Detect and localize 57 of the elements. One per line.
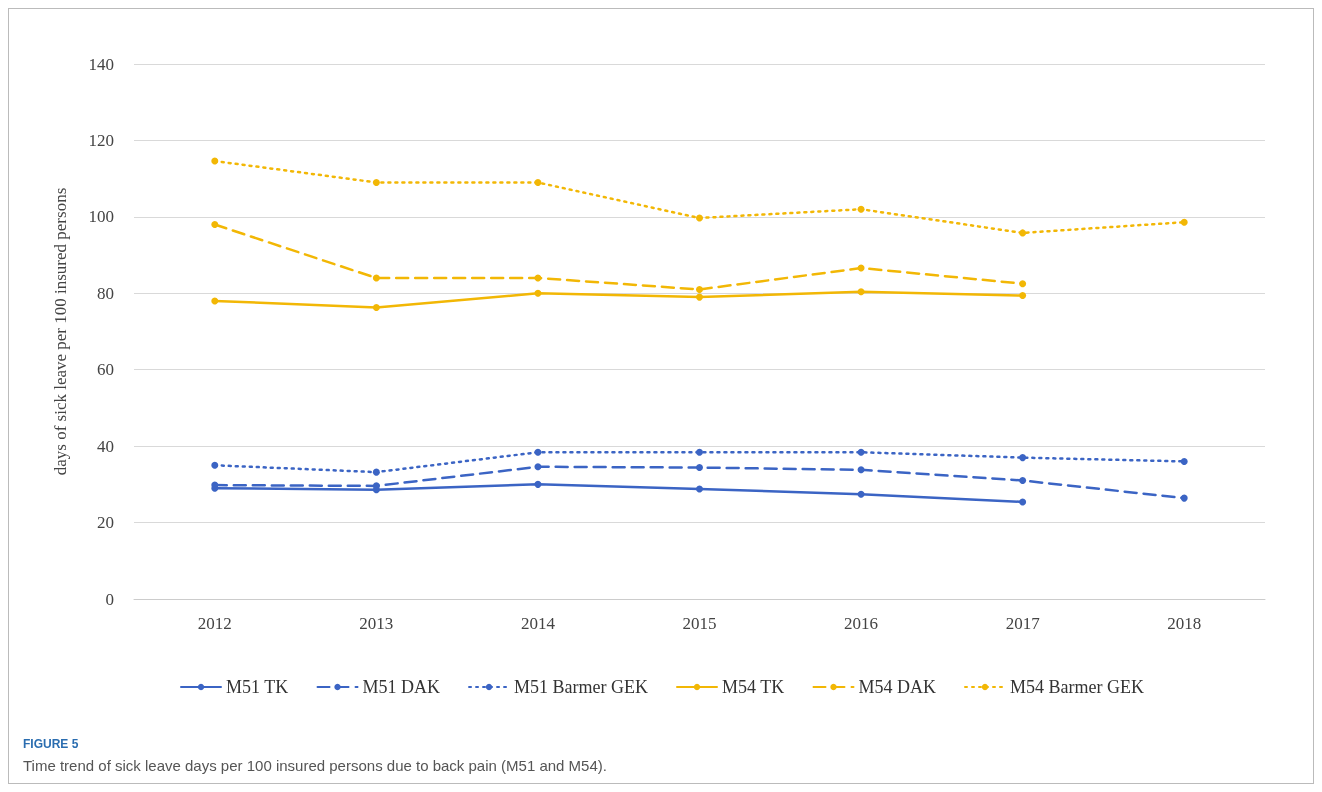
y-tick-label: 0 bbox=[105, 589, 114, 609]
point bbox=[534, 289, 542, 297]
point bbox=[372, 178, 380, 186]
point bbox=[534, 463, 542, 471]
point bbox=[857, 466, 865, 474]
x-tick-label: 2017 bbox=[1005, 614, 1041, 633]
point bbox=[534, 178, 542, 186]
legend-label: M54 DAK bbox=[858, 677, 937, 697]
point bbox=[1019, 454, 1027, 462]
x-tick-label: 2015 bbox=[682, 614, 717, 633]
point bbox=[857, 205, 865, 213]
y-tick-label: 60 bbox=[97, 360, 114, 380]
legend-label: M51 DAK bbox=[362, 677, 441, 697]
point bbox=[211, 221, 219, 228]
point bbox=[211, 461, 219, 469]
x-tick-label: 2012 bbox=[197, 614, 232, 633]
x-tick-label: 2014 bbox=[520, 614, 556, 633]
point bbox=[696, 293, 703, 301]
point bbox=[857, 448, 865, 456]
point bbox=[696, 285, 703, 293]
point bbox=[857, 288, 865, 296]
point bbox=[696, 464, 703, 472]
point bbox=[372, 303, 380, 311]
point bbox=[1019, 477, 1027, 485]
point bbox=[1019, 280, 1027, 288]
legend-label: M51 Barmer GEK bbox=[514, 677, 649, 697]
point bbox=[1180, 494, 1188, 502]
point bbox=[696, 485, 703, 493]
point bbox=[1180, 457, 1188, 465]
point bbox=[372, 468, 380, 476]
x-tick-label: 2018 bbox=[1167, 614, 1202, 633]
point bbox=[534, 448, 542, 456]
x-tick-label: 2013 bbox=[359, 614, 394, 633]
y-tick-label: 100 bbox=[88, 207, 114, 227]
point bbox=[1180, 218, 1188, 226]
legend-label: M51 TK bbox=[226, 677, 289, 697]
legend-label: M54 Barmer GEK bbox=[1010, 677, 1144, 697]
y-tick-label: 20 bbox=[97, 513, 114, 533]
point bbox=[211, 157, 219, 165]
point bbox=[1019, 229, 1027, 237]
point bbox=[372, 274, 380, 282]
point bbox=[1019, 498, 1027, 506]
x-tick-label: 2016 bbox=[844, 614, 879, 633]
y-tick-label: 40 bbox=[97, 436, 114, 456]
point bbox=[696, 214, 703, 222]
y-tick-label: 80 bbox=[97, 283, 114, 303]
y-axis-title: days of sick leave per 100 insured persons bbox=[51, 187, 70, 476]
point bbox=[211, 297, 219, 305]
point bbox=[857, 490, 865, 498]
point bbox=[696, 448, 703, 456]
legend-label: M54 TK bbox=[722, 677, 785, 697]
point bbox=[1019, 292, 1027, 300]
text: Time trend of sick leave days per 100 insured persons due to back pain (M51 and M54). bbox=[23, 757, 607, 774]
y-tick-label: 140 bbox=[88, 54, 114, 74]
y-tick-label: 120 bbox=[88, 130, 114, 150]
point bbox=[534, 480, 542, 488]
text: FIGURE 5 bbox=[23, 737, 79, 751]
